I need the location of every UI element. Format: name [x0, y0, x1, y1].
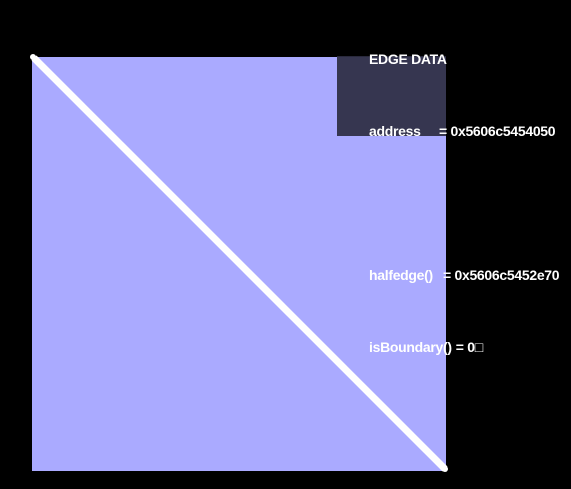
is-boundary-row: isBoundary() = 0□ — [369, 335, 559, 359]
is-boundary-label: isBoundary() — [369, 339, 452, 355]
halfedge-value: = 0x5606c5452e70 — [443, 267, 560, 283]
address-row: address = 0x5606c5454050 — [369, 119, 559, 143]
is-boundary-value: = 0□ — [455, 339, 483, 355]
address-value: = 0x5606c5454050 — [439, 123, 556, 139]
halfedge-label: halfedge() — [369, 267, 433, 283]
halfedge-row: halfedge() = 0x5606c5452e70 — [369, 263, 560, 287]
vertex-top-left[interactable] — [30, 54, 36, 60]
spacer-row — [369, 191, 559, 215]
address-label: address — [369, 123, 421, 139]
vertex-bottom-right[interactable] — [442, 466, 448, 472]
selected-edge[interactable] — [31, 55, 448, 472]
edge-data-panel: EDGE DATA address = 0x5606c5454050 halfe… — [369, 0, 560, 407]
info-panel-background — [337, 56, 446, 136]
edge-data-title: EDGE DATA — [369, 51, 447, 67]
